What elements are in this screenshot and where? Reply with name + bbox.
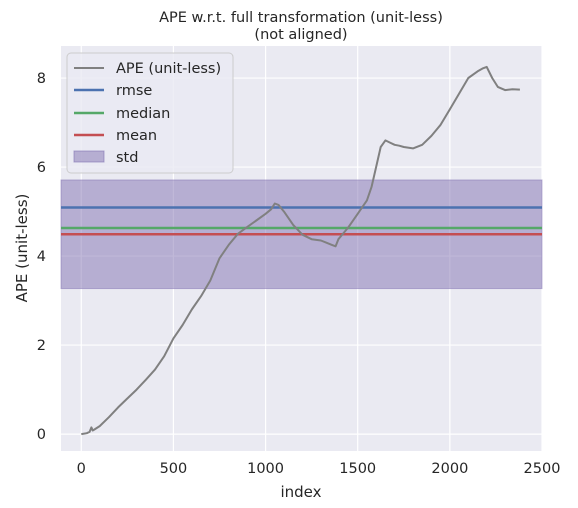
- legend-box: [66, 52, 234, 174]
- y-tick-label-3: 6: [37, 160, 46, 176]
- x-tick-label-1: 500: [160, 461, 188, 477]
- ape-series-line: [81, 65, 520, 436]
- y-tick-label-1: 2: [37, 338, 46, 354]
- x-tick-label-5: 2500: [524, 461, 561, 477]
- y-tick-label-0: 0: [37, 427, 46, 443]
- y-axis-label: APE (unit-less): [13, 194, 31, 303]
- legend-label-ape: APE (unit-less): [116, 61, 221, 77]
- x-axis-label: index: [280, 483, 321, 501]
- legend-label-median: median: [116, 106, 170, 122]
- chart-title: APE w.r.t. full transformation (unit-les…: [159, 10, 443, 26]
- y-tick-labels: 0 2 4 6 8: [37, 71, 46, 443]
- x-tick-label-2: 1000: [247, 461, 284, 477]
- legend-label-rmse: rmse: [116, 83, 152, 99]
- x-tick-label-3: 1500: [339, 461, 376, 477]
- legend-label-mean: mean: [116, 128, 157, 144]
- x-tick-labels: 0 500 1000 1500 2000 2500: [77, 461, 561, 477]
- x-tick-label-0: 0: [77, 461, 86, 477]
- y-tick-label-2: 4: [37, 249, 46, 265]
- y-tick-label-4: 8: [37, 71, 46, 87]
- legend-label-std: std: [116, 150, 138, 166]
- chart-subtitle: (not aligned): [254, 27, 347, 43]
- legend-swatch-std: [73, 150, 105, 163]
- x-tick-label-4: 2000: [431, 461, 468, 477]
- legend: APE (unit-less) rmse median mean std: [66, 52, 234, 174]
- series-group: [81, 65, 520, 436]
